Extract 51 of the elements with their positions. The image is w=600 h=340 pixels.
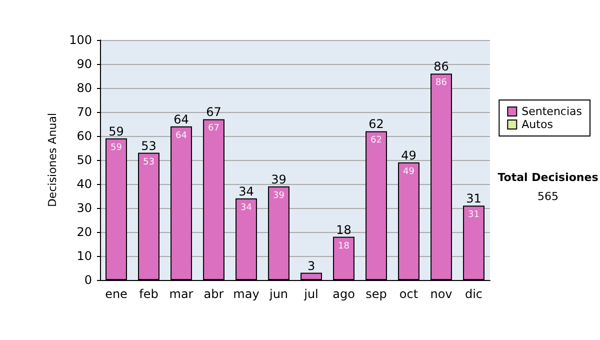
x-tick-label: abr [204,287,224,301]
total-label: 34 [238,184,254,198]
total-label: 53 [141,138,156,153]
total-label: 49 [401,148,416,162]
x-tick-label: dic [464,287,483,301]
y-tick-label: 100 [69,33,92,47]
x-tick-label: mar [169,287,194,301]
y-tick-label: 40 [76,177,92,191]
x-tick-label: oct [399,287,418,301]
x-tick-label: ene [105,287,128,301]
data-label: 34 [240,202,252,213]
x-tick-label: nov [430,287,452,301]
x-tick-label: jul [303,287,318,301]
text: 565 [538,190,558,203]
y-tick-label: 30 [76,201,92,215]
y-tick-label: 60 [76,129,92,143]
y-tick-label: 90 [76,57,92,71]
y-tick-label: 0 [84,273,92,287]
legend-label: Autos [522,118,554,131]
data-label: 59 [110,142,122,153]
text: Total Decisiones [498,171,599,184]
data-label: 39 [273,190,285,201]
total-label: 62 [368,117,384,132]
total-label: 86 [434,60,449,74]
y-tick-label: 10 [76,249,92,263]
total-label: 39 [271,172,286,186]
data-label: 18 [338,241,350,252]
data-label: 53 [143,157,154,168]
total-label: 67 [206,105,222,120]
y-tick-label: 20 [76,225,92,239]
y-tick-label: 50 [76,153,92,167]
data-label: 31 [468,210,480,220]
y-axis-title: Decisiones Anual [46,112,60,208]
x-tick-label: may [233,287,260,301]
total-label: 18 [336,222,352,237]
y-tick-label: 80 [76,81,92,95]
data-label: 49 [403,166,415,177]
x-tick-label: ago [332,287,355,301]
total-label: 59 [108,124,124,138]
y-tick-label: 70 [76,105,92,119]
total-label: 31 [466,192,482,206]
total-label: 3 [307,258,316,273]
data-label: 86 [436,78,448,88]
x-tick-label: sep [366,287,387,301]
data-label: 67 [208,124,220,134]
x-tick-label: jun [268,287,288,301]
data-label: 64 [176,130,188,141]
legend-label: Sentencias [522,105,582,118]
x-tick-label: feb [139,287,158,301]
data-label: 62 [370,136,382,146]
total-label: 64 [174,112,189,126]
